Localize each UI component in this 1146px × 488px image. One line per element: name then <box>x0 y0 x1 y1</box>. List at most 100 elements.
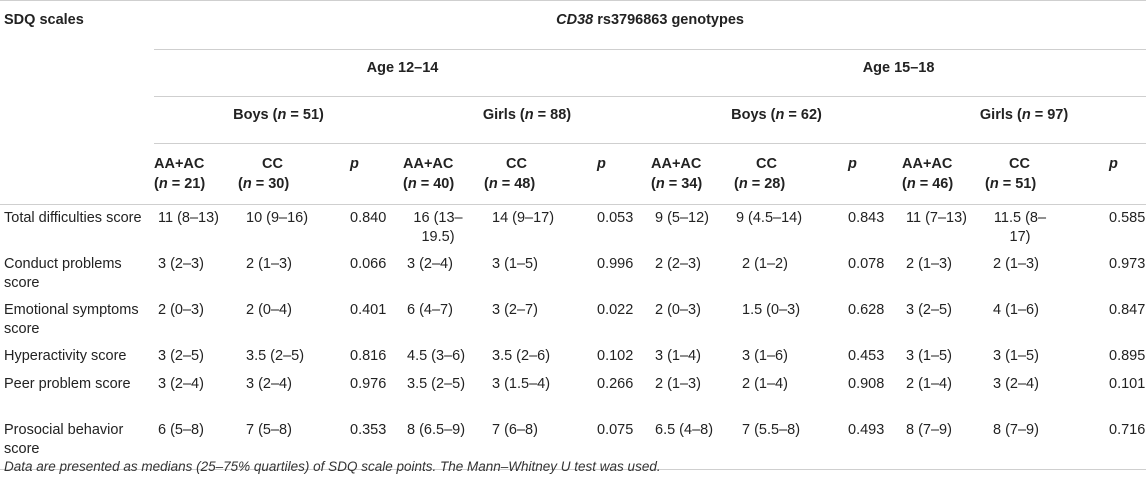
header-sdq-scales: SDQ scales <box>0 0 154 50</box>
subcol-p: p <box>826 143 902 205</box>
p-value-cell: 0.908 <box>848 376 885 392</box>
header-genotypes: CD38 rs3796863 genotypes <box>154 0 1146 50</box>
row-label: Emotional symptoms score <box>4 302 139 337</box>
table-row: Prosocial behavior score 6 (5–8) 7 (5–8) 0.… <box>0 417 1146 470</box>
header-sex-group: Boys (n = 51) <box>154 96 403 144</box>
median-cell: 3.5 (2–5) <box>246 348 305 364</box>
median-cell: 3 (2–5) <box>158 348 204 364</box>
median-cell: 3 (1–5) <box>906 348 952 364</box>
median-cell: 2 (1–4) <box>906 376 952 392</box>
p-value-cell: 0.266 <box>597 376 634 392</box>
p-value-cell: 0.075 <box>575 417 651 470</box>
header-row-subcols: AA+AC (n = 21) CC (n = 30) p AA+AC (n = 40)… <box>0 143 1146 205</box>
median-cell: 3 (2–4) <box>246 376 292 392</box>
subcol-genotype: AA+AC (n = 46) <box>902 143 985 205</box>
table-body: Total difficulties score 11 (8–13) 10 (9–1… <box>0 205 1146 470</box>
row-label: Hyperactivity score <box>4 348 127 364</box>
median-cell: 2 (1–4) <box>742 376 788 392</box>
median-cell: 9 (5–12) <box>655 210 710 226</box>
header-age-12-14: Age 12–14 <box>154 49 651 97</box>
median-cell: 8 (7–9) <box>902 417 985 470</box>
median-cell: 11 (8–13) <box>158 210 219 226</box>
median-cell: 3 (1–5) <box>492 256 538 272</box>
median-cell: 9 (4.5–14) <box>735 210 803 226</box>
median-cell: 3 (2–4) <box>158 376 204 392</box>
median-cell: 3 (1–5) <box>993 348 1039 364</box>
row-label: Total difficulties score <box>4 210 142 226</box>
median-cell: 6.5 (4–8) <box>651 417 734 470</box>
median-cell: 7 (5.5–8) <box>734 417 826 470</box>
median-cell: 3 (2–3) <box>158 256 204 272</box>
subcol-p: p <box>1081 143 1146 205</box>
median-cell: 2 (2–3) <box>655 256 701 272</box>
header-sex-group: Girls (n = 97) <box>902 96 1146 144</box>
p-value-cell: 0.401 <box>350 302 387 318</box>
p-value-cell: 0.716 <box>1081 417 1146 470</box>
p-value-cell: 0.843 <box>848 210 885 226</box>
median-cell: 2 (0–3) <box>158 302 204 318</box>
table-row: Hyperactivity score 3 (2–5) 3.5 (2–5) 0.816… <box>0 343 1146 371</box>
median-cell: 10 (9–16) <box>246 210 309 226</box>
subcol-genotype: AA+AC (n = 34) <box>651 143 734 205</box>
median-cell: 11 (7–13) <box>906 210 967 226</box>
median-cell: 2 (1–3) <box>655 376 701 392</box>
median-cell: 16 (13–19.5) <box>413 210 463 245</box>
p-value-cell: 0.973 <box>1109 256 1146 272</box>
median-cell: 3 (2–4) <box>407 256 453 272</box>
table-row: Conduct problems score 3 (2–3) 2 (1–3) 0.06… <box>0 251 1146 297</box>
median-cell: 8 (6.5–9) <box>403 417 484 470</box>
p-value-cell: 0.976 <box>350 376 387 392</box>
p-value-cell: 0.847 <box>1109 302 1146 318</box>
header-row-genotype: SDQ scales CD38 rs3796863 genotypes <box>0 0 1146 50</box>
p-value-cell: 0.053 <box>597 210 634 226</box>
header-row-age: Age 12–14 Age 15–18 <box>0 49 1146 97</box>
p-value-cell: 0.353 <box>328 417 403 470</box>
gene-name: CD38 <box>556 12 594 28</box>
median-cell: 3 (2–4) <box>993 376 1039 392</box>
subcol-genotype: CC (n = 28) <box>734 143 826 205</box>
median-cell: 11.5 (8–17) <box>993 210 1047 245</box>
median-cell: 2 (1–3) <box>246 256 292 272</box>
subcol-genotype: CC (n = 51) <box>985 143 1081 205</box>
p-value-cell: 0.078 <box>848 256 885 272</box>
p-value-cell: 0.816 <box>350 348 387 364</box>
header-row-sex: Boys (n = 51) Girls (n = 88) Boys (n = 6… <box>0 96 1146 144</box>
header-sex-group: Girls (n = 88) <box>403 96 651 144</box>
subcol-p: p <box>328 143 403 205</box>
header-age-15-18: Age 15–18 <box>651 49 1146 97</box>
row-label: Prosocial behavior score <box>0 417 154 470</box>
median-cell: 2 (0–3) <box>655 302 701 318</box>
median-cell: 7 (6–8) <box>484 417 575 470</box>
p-value-cell: 0.066 <box>350 256 387 272</box>
median-cell: 6 (5–8) <box>154 417 238 470</box>
p-value-cell: 0.585 <box>1109 210 1146 226</box>
table-row: Total difficulties score 11 (8–13) 10 (9–1… <box>0 205 1146 252</box>
median-cell: 8 (7–9) <box>985 417 1081 470</box>
p-value-cell: 0.996 <box>597 256 634 272</box>
median-cell: 2 (1–2) <box>742 256 788 272</box>
median-cell: 3 (2–7) <box>492 302 538 318</box>
header-sex-group: Boys (n = 62) <box>651 96 902 144</box>
table-footnote: Data are presented as medians (25–75% qu… <box>4 459 661 474</box>
subcol-genotype: AA+AC (n = 21) <box>154 143 238 205</box>
sdq-genotype-table: SDQ scales CD38 rs3796863 genotypes Age … <box>0 0 1146 470</box>
median-cell: 4 (1–6) <box>993 302 1039 318</box>
subcol-genotype: CC (n = 48) <box>484 143 575 205</box>
median-cell: 3.5 (2–5) <box>407 376 466 392</box>
median-cell: 2 (0–4) <box>246 302 292 318</box>
median-cell: 3 (1–4) <box>655 348 701 364</box>
median-cell: 2 (1–3) <box>993 256 1039 272</box>
p-value-cell: 0.628 <box>848 302 885 318</box>
p-value-cell: 0.101 <box>1109 376 1146 392</box>
median-cell: 3 (2–5) <box>906 302 952 318</box>
median-cell: 1.5 (0–3) <box>742 302 801 318</box>
p-value-cell: 0.895 <box>1109 348 1146 364</box>
median-cell: 3 (1–6) <box>742 348 788 364</box>
p-value-cell: 0.453 <box>848 348 885 364</box>
p-value-cell: 0.022 <box>597 302 634 318</box>
median-cell: 4.5 (3–6) <box>407 348 466 364</box>
table-row: Peer problem score 3 (2–4) 3 (2–4) 0.976 3.5… <box>0 371 1146 417</box>
p-value-cell: 0.493 <box>826 417 902 470</box>
p-value-cell: 0.102 <box>597 348 634 364</box>
